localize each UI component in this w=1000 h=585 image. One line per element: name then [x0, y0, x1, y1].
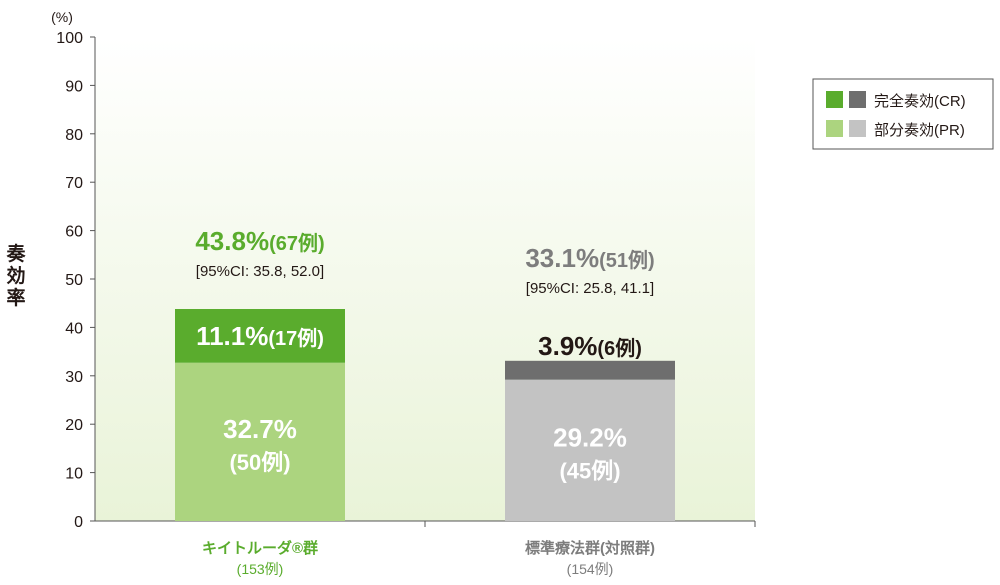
category-count-label: (153例) [237, 561, 284, 577]
y-tick-label: 80 [65, 127, 83, 144]
legend-swatch [849, 91, 866, 108]
y-tick-label: 40 [65, 320, 83, 337]
bar-segment-cr [505, 360, 675, 380]
legend-swatch [826, 120, 843, 137]
total-response-label: 33.1%(51例) [525, 243, 654, 273]
confidence-interval-label: [95%CI: 25.8, 41.1] [526, 280, 654, 297]
cr-label: 3.9%(6例) [538, 331, 642, 361]
confidence-interval-label: [95%CI: 35.8, 52.0] [196, 263, 324, 280]
legend-label: 完全奏効(CR) [874, 92, 966, 110]
bar-segment-pr [505, 379, 675, 521]
legend-swatch [826, 91, 843, 108]
y-tick-label: 20 [65, 417, 83, 434]
y-tick-label: 30 [65, 369, 83, 386]
legend-box [812, 78, 994, 150]
y-tick-label: 90 [65, 78, 83, 95]
y-tick-label: 100 [56, 30, 83, 47]
bar-segment-cr [175, 309, 345, 363]
category-label: 標準療法群(対照群) [525, 539, 655, 557]
category-count-label: (154例) [567, 561, 614, 577]
legend-label: 部分奏効(PR) [874, 122, 965, 139]
pr-count-label: (50例) [229, 450, 290, 475]
y-tick-label: 60 [65, 224, 83, 241]
y-tick-label: 0 [74, 514, 83, 531]
y-axis-title: 奏効率 [5, 242, 26, 309]
total-response-label: 43.8%(67例) [195, 226, 324, 256]
category-label: キイトルーダ®群 [202, 539, 318, 557]
pr-count-label: (45例) [559, 458, 620, 483]
cr-label: 11.1%(17例) [196, 321, 324, 351]
pr-percent-label: 32.7% [223, 414, 297, 444]
y-unit-label: (%) [51, 9, 73, 25]
y-tick-label: 70 [65, 175, 83, 192]
pr-percent-label: 29.2% [553, 422, 627, 452]
legend-swatch [849, 120, 866, 137]
bar-segment-pr [175, 362, 345, 521]
y-tick-label: 10 [65, 466, 83, 483]
y-tick-label: 50 [65, 272, 83, 289]
